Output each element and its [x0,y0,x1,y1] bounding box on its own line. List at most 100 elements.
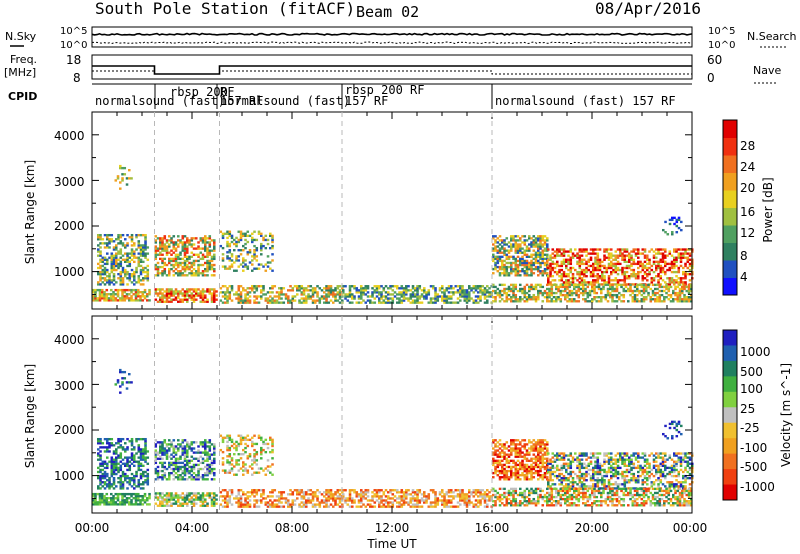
velocity-echo-cell [226,444,229,448]
velocity-echo-cell [378,501,381,504]
power-echo-cell [163,237,167,240]
power-echo-cell [578,264,582,268]
velocity-echo-cell [170,441,173,444]
power-echo-cell [687,285,691,289]
velocity-echo-cell [172,474,176,477]
velocity-echo-cell [269,450,272,454]
power-echo-cell [649,298,653,301]
power-echo-cell [174,267,178,271]
power-echo-cell [494,235,497,238]
power-echo-cell [605,270,609,274]
power-echo-cell [570,293,574,297]
velocity-echo-cell [172,455,176,458]
power-echo-cell [329,293,333,296]
velocity-echo-cell [112,472,116,476]
power-echo-cell [154,249,158,252]
power-echo-cell [103,283,107,286]
power-echo-cell [119,240,123,243]
power-echo-cell [186,292,189,295]
velocity-echo-cell [375,499,379,502]
power-echo-cell [112,277,116,280]
power-echo-cell [103,293,106,296]
power-echo-cell [237,293,241,296]
power-echo-cell [607,277,611,280]
power-echo-cell [519,261,522,265]
power-echo-cell [610,279,613,282]
power-echo-cell [537,291,540,295]
power-echo-cell [121,233,125,237]
velocity-echo-cell [156,469,160,473]
power-echo-cell [532,261,536,265]
velocity-echo-cell [414,497,417,500]
velocity-echo-cell [97,440,100,443]
velocity-echo-cell [360,499,363,502]
velocity-echo-cell [195,451,198,454]
velocity-echo-cell [251,491,254,494]
velocity-echo-cell [291,503,295,506]
velocity-echo-cell [139,462,143,465]
power-echo-cell [186,265,189,269]
power-echo-cell [610,256,613,259]
power-echo-cell [521,261,524,265]
power-echo-cell [181,235,185,238]
power-echo-cell [325,297,328,300]
power-echo-cell [204,235,207,238]
velocity-echo-cell [262,497,265,500]
power-echo-cell [474,289,478,292]
power-echo-cell [108,272,111,276]
power-echo-cell [596,264,600,268]
power-echo-cell [314,301,317,304]
power-echo-cell [543,257,547,261]
power-echo-cell [396,285,399,288]
velocity-echo-cell [336,495,340,498]
velocity-echo-cell [208,463,212,467]
velocity-echo-cell [186,445,189,448]
power-echo-cell [539,239,542,242]
power-echo-cell [124,272,127,276]
power-echo-cell [614,256,618,259]
power-echo-cell [146,275,150,278]
power-echo-cell [192,247,196,250]
power-echo-cell [616,281,620,284]
velocity-echo-cell [154,459,158,462]
power-echo-cell [447,295,451,298]
power-echo-cell [416,295,419,298]
velocity-echo-cell [302,505,306,508]
power-echo-cell [101,272,105,276]
velocity-echo-cell [96,503,100,506]
velocity-echo-cell [226,505,229,508]
power-echo-cell [571,266,575,270]
velocity-echo-cell [237,499,241,502]
power-echo-cell [119,166,122,170]
power-echo-cell [652,260,656,264]
power-echo-cell [190,261,194,265]
power-echo-cell [210,259,214,263]
power-echo-cell [336,291,340,294]
power-echo-cell [360,291,363,294]
power-echo-cell [510,239,513,242]
velocity-echo-cell [262,489,265,492]
velocity-echo-cell [280,493,283,496]
power-echo-cell [648,260,651,264]
velocity-echo-cell [121,497,124,500]
velocity-echo-cell [266,465,270,468]
power-echo-cell [264,269,268,272]
velocity-echo-cell [470,491,473,494]
velocity-echo-cell [190,476,194,479]
power-echo-cell [436,297,440,300]
velocity-echo-cell [142,456,145,459]
power-echo-cell [570,291,574,295]
power-echo-cell [284,293,288,296]
velocity-echo-cell [246,491,250,494]
power-echo-cell [562,250,566,253]
power-echo-cell [110,238,114,241]
velocity-echo-cell [133,458,136,461]
velocity-echo-cell [327,495,331,498]
power-echo-cell [382,301,386,304]
power-echo-cell [672,291,675,295]
velocity-echo-cell [230,503,234,506]
velocity-echo-cell [103,446,107,449]
power-echo-cell [498,289,502,293]
power-echo-cell [541,272,545,275]
power-echo-cell [565,260,568,264]
